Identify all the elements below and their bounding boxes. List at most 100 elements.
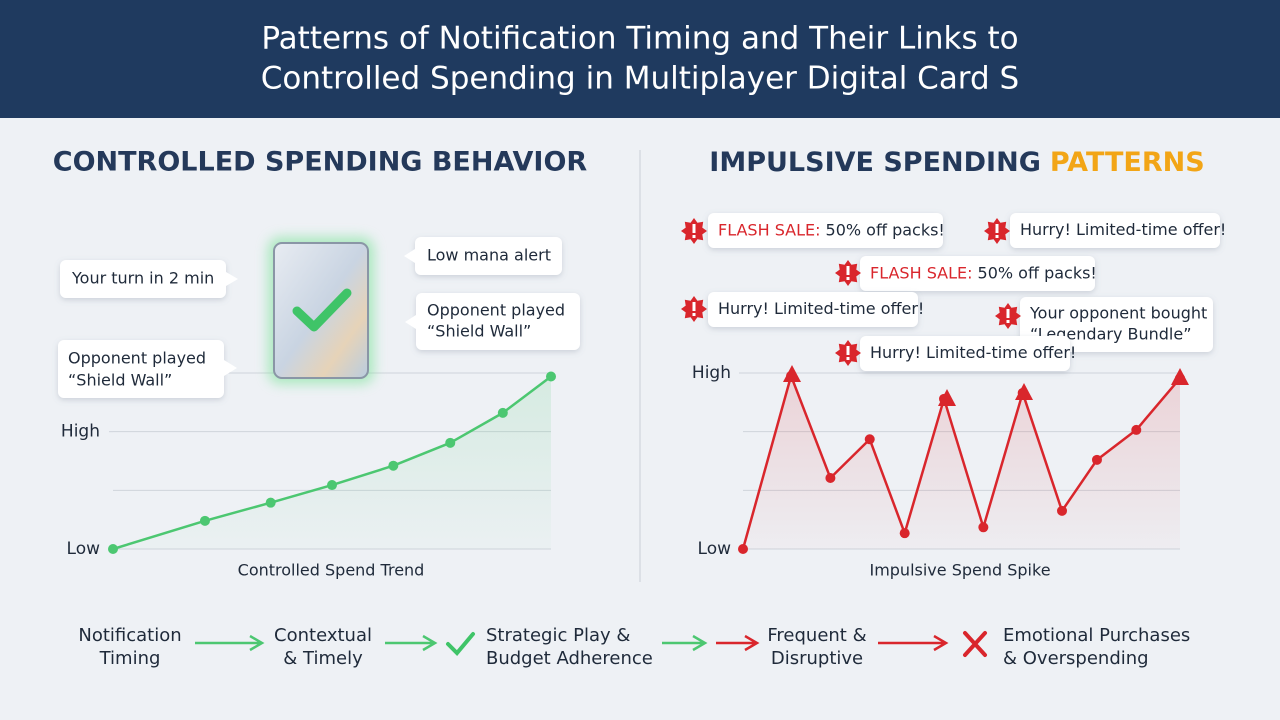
alert: FLASH SALE: 50% off packs! (835, 256, 1097, 291)
header-title: Patterns of Notification Timing and Thei… (261, 21, 1018, 57)
y-tick-label: Low (698, 539, 732, 559)
alert-box (708, 292, 918, 327)
point (265, 497, 276, 508)
point (327, 480, 337, 491)
point (546, 371, 556, 382)
alert-icon-mark (995, 235, 999, 238)
point (497, 407, 508, 418)
check-icon (292, 288, 352, 332)
flow-text: Contextual (274, 625, 372, 646)
y-tick-label: High (61, 422, 100, 442)
y-tick-label: High (692, 363, 731, 383)
alert: Hurry! Limited-time offer! (984, 213, 1226, 248)
alert: Hurry! Limited-time offer! (681, 292, 924, 327)
line (112, 375, 552, 551)
flow-text: & Overspending (1003, 648, 1149, 669)
point (1091, 454, 1102, 465)
notification-text: “Shield Wall” (68, 371, 172, 390)
notification: Low mana alert (404, 237, 562, 275)
point (978, 522, 989, 533)
point (108, 544, 118, 554)
x-icon (963, 631, 987, 657)
alert-icon-mark (692, 302, 696, 311)
line (741, 374, 1181, 550)
alert: FLASH SALE: 50% off packs! (681, 213, 945, 248)
notification-text: Your turn in 2 min (71, 269, 214, 288)
alert-icon-mark (846, 346, 850, 355)
spike-warnings (783, 365, 1189, 406)
alert-icon-mark (692, 224, 696, 233)
flow-text: Budget Adherence (486, 648, 653, 669)
point (738, 544, 748, 554)
alert-box (708, 213, 943, 248)
section-title: IMPULSIVE SPENDING PATTERNS (709, 147, 1204, 178)
flow-text: Notification (78, 625, 181, 646)
alert-icon-mark (846, 277, 850, 280)
arrow (662, 634, 708, 652)
alert-icon-mark (692, 235, 696, 238)
alert-highlight: FLASH SALE: (870, 263, 973, 282)
notification: Opponent played “Shield Wall” (58, 340, 237, 398)
area (743, 375, 1180, 549)
alert-icon-mark (846, 266, 850, 275)
alert: Hurry! Limited-time offer! (835, 336, 1076, 371)
charts: Low High Controlled Spend Trend Low High Impu… (61, 363, 1185, 580)
point (1057, 505, 1068, 516)
header-band (0, 0, 1280, 118)
notification: Opponent played “Shield Wall” (405, 293, 580, 350)
point (864, 434, 875, 445)
flow-text: & Timely (283, 648, 363, 669)
title-part: IMPULSIVE SPENDING (709, 147, 1041, 178)
alert-text: Hurry! Limited-time offer! (718, 299, 924, 318)
point (445, 437, 456, 448)
x-axis-title: Controlled Spend Trend (238, 561, 425, 580)
notification-text: Low mana alert (427, 246, 551, 265)
notification-text: Opponent played (427, 301, 565, 320)
flow-text: Disruptive (771, 648, 863, 669)
point (1131, 424, 1142, 435)
flow-text: Timing (99, 648, 161, 669)
alert-text: Hurry! Limited-time offer! (1020, 220, 1226, 239)
y-tick-label: Low (67, 539, 101, 559)
alert-box (860, 336, 1070, 371)
title-accent: PATTERNS (1050, 147, 1205, 178)
header-title: Controlled Spending in Multiplayer Digit… (261, 61, 1019, 97)
alert-text: FLASH SALE: 50% off packs! (870, 263, 1097, 282)
x-axis-title: Impulsive Spend Spike (869, 561, 1050, 580)
notification: Your turn in 2 min (60, 260, 238, 298)
point (199, 515, 210, 526)
section-title: CONTROLLED SPENDING BEHAVIOR (53, 147, 588, 178)
arrow (385, 634, 438, 652)
alert-highlight: FLASH SALE: (718, 220, 821, 239)
alert-icon-mark (692, 313, 696, 316)
alert-box (860, 256, 1095, 291)
alert-text-part: 50% off packs! (826, 220, 945, 239)
alert-text: Your opponent bought (1029, 304, 1207, 323)
arrow (878, 634, 949, 652)
alert-text: Hurry! Limited-time offer! (870, 343, 1076, 362)
notification-text: Opponent played (68, 349, 206, 368)
area (113, 376, 551, 549)
flow-text: Frequent & (767, 625, 866, 646)
flow-text: Emotional Purchases (1003, 625, 1190, 646)
alert-text: “Legendary Bundle” (1030, 325, 1192, 344)
alert-text: FLASH SALE: 50% off packs! (718, 220, 945, 239)
flow-text: Strategic Play & (486, 625, 630, 646)
alert-icon-mark (995, 224, 999, 233)
point (825, 473, 836, 484)
notification-text: “Shield Wall” (427, 322, 531, 341)
alert-icon-mark (1006, 320, 1010, 323)
alert-text-part: 50% off packs! (978, 263, 1097, 282)
arrow (716, 634, 760, 652)
point (388, 460, 399, 471)
arrow (195, 634, 265, 652)
point (899, 528, 910, 539)
check-icon (446, 632, 475, 656)
alert-icon-mark (1006, 309, 1010, 318)
flow: Notification Timing Contextual & Timely … (78, 625, 1190, 669)
card (273, 242, 369, 379)
alert-box (1010, 213, 1220, 248)
alert-icon-mark (846, 357, 850, 360)
